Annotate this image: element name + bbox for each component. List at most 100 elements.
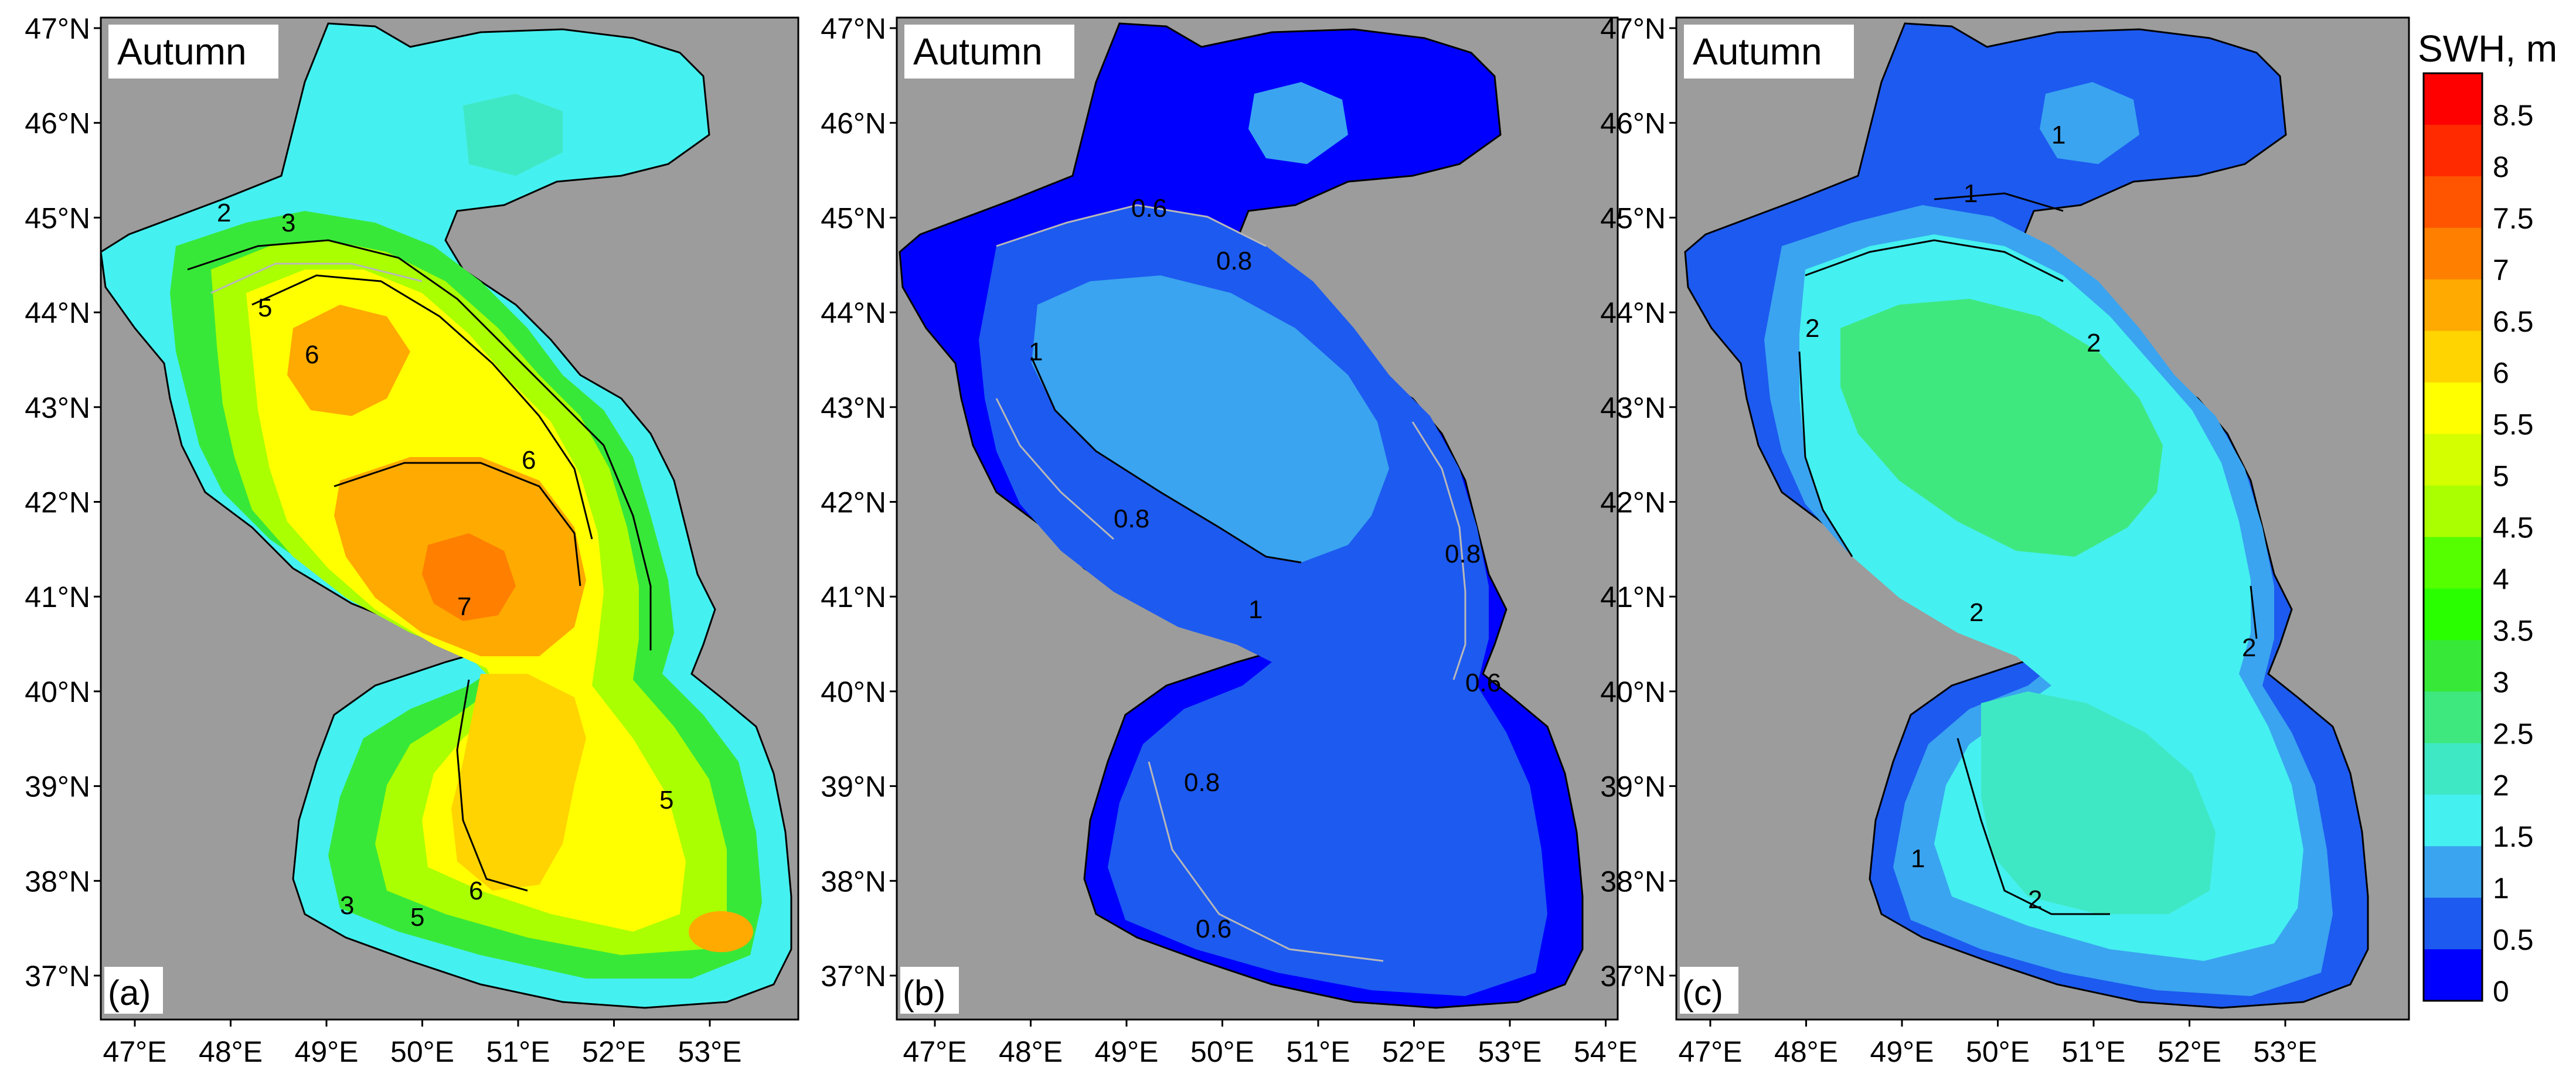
lat-tick-label: 38°N: [821, 865, 886, 898]
panel-c-map: Autumn (c) 1 1 2 2 2 2 2 1: [1675, 16, 2410, 1021]
panel-c-north-patch: [2040, 82, 2139, 164]
colorbar-cell: [2424, 176, 2482, 229]
lon-tick-label: 50°E: [1190, 1035, 1254, 1068]
colorbar-level-label: 8.5: [2493, 99, 2534, 132]
panel-a-south-patch: [689, 911, 753, 952]
lat-tick-label: 40°N: [821, 676, 886, 708]
panel-a-contour-label: 5: [410, 903, 424, 932]
panel-a-contour-label: 6: [305, 340, 319, 369]
panel-a-map: Autumn (a) 3 2 5 6 6 7 6 5 5 3: [100, 16, 799, 1021]
panel-c-band-25: [1840, 299, 2163, 557]
panel-c-contour-label: 1: [1911, 844, 1925, 873]
lat-tick-label: 44°N: [1600, 296, 1666, 329]
panel-b-contour-label: 1: [1248, 595, 1263, 624]
lon-tick-label: 47°E: [903, 1035, 967, 1068]
lon-tick-label: 48°E: [1774, 1035, 1838, 1068]
panel-b-panel-label: (b): [903, 973, 945, 1013]
panel-c-contour-label: 2: [2242, 633, 2256, 662]
colorbar-cell: [2424, 691, 2482, 744]
panel-c-lat-axis: 47°N 46°N 45°N 44°N 43°N 42°N 41°N 40°N 39°N 38°N…: [1600, 12, 1676, 993]
panel-b-contour-label: 0.6: [1196, 915, 1231, 943]
lon-tick-label: 54°E: [1574, 1035, 1638, 1068]
panel-b-band-1: [1032, 275, 1389, 563]
panel-a-contour-label: 5: [659, 786, 673, 814]
lat-tick-label: 47°N: [821, 12, 886, 45]
colorbar-cell: [2424, 537, 2482, 589]
lon-tick-label: 50°E: [390, 1035, 454, 1068]
lon-tick-label: 52°E: [1382, 1035, 1446, 1068]
panel-a-band-7: [422, 533, 516, 621]
lon-tick-label: 49°E: [1095, 1035, 1159, 1068]
panel-b-frame: [896, 16, 1619, 1021]
lat-tick-label: 46°N: [25, 107, 90, 140]
panel-b-north-patch: [1248, 82, 1348, 164]
panel-c-contour-2: [1798, 239, 2258, 915]
lat-tick-label: 45°N: [25, 202, 90, 234]
lat-tick-label: 42°N: [25, 486, 90, 519]
panel-b-lat-axis: 47°N 46°N 45°N 44°N 43°N 42°N 41°N 40°N 39°N 38°N…: [821, 12, 897, 993]
swh-colorbar: SWH, m 8.5 8 7.5 7 6.5 6 5.5 5 4.5 4 3.5 3 2.5 2 1.5 1 0…: [2418, 28, 2557, 1008]
lon-tick-label: 53°E: [678, 1035, 742, 1068]
panel-c-contour-label: 2: [1969, 598, 1983, 627]
lon-tick-label: 47°E: [103, 1035, 167, 1068]
colorbar-level-label: 8: [2493, 151, 2509, 183]
panel-b-contour-label: 0.8: [1445, 540, 1481, 568]
lat-tick-label: 38°N: [1600, 865, 1666, 898]
colorbar-level-label: 2.5: [2493, 717, 2534, 750]
panel-b-contour-label: 0.6: [1465, 669, 1501, 697]
lon-tick-label: 49°E: [295, 1035, 359, 1068]
colorbar-cell: [2424, 588, 2482, 641]
panel-a-lat-axis: 47°N 46°N 45°N 44°N 43°N 42°N 41°N 40°N 39°N 38°N…: [25, 12, 101, 993]
panel-a-band-6c: [451, 674, 586, 891]
panel-b-contour-label: 0.8: [1114, 504, 1149, 533]
panel-c-band-25b: [1981, 691, 2216, 914]
panel-c-panel-label: (c): [1682, 973, 1723, 1013]
panel-a-contour-grey: [210, 263, 423, 294]
colorbar-level-label: 6.5: [2493, 305, 2534, 338]
colorbar-cell: [2424, 382, 2482, 435]
lat-tick-label: 37°N: [1600, 960, 1666, 993]
panel-a-contour-label: 3: [281, 209, 295, 237]
lat-tick-label: 41°N: [821, 581, 886, 613]
colorbar-level-label: 6: [2493, 357, 2509, 390]
panel-c-season-box: [1684, 25, 1854, 79]
panel-a-frame: [100, 16, 799, 1021]
lat-tick-label: 39°N: [1600, 771, 1666, 803]
lon-tick-label: 51°E: [1287, 1035, 1350, 1068]
colorbar-cell: [2424, 330, 2482, 383]
lat-tick-label: 42°N: [821, 486, 886, 519]
colorbar-cell: [2424, 949, 2482, 1001]
lat-tick-label: 41°N: [25, 581, 90, 613]
colorbar-cell: [2424, 73, 2482, 125]
panel-a-contour-label: 3: [340, 891, 354, 920]
lon-tick-label: 53°E: [1478, 1035, 1542, 1068]
lat-tick-label: 44°N: [25, 296, 90, 329]
colorbar-level-label: 3.5: [2493, 614, 2534, 647]
lon-tick-label: 51°E: [486, 1035, 550, 1068]
panel-c-contour-label: 1: [1964, 179, 1978, 208]
panel-a-panel-label: (a): [108, 973, 151, 1013]
panel-b-contour-label: 0.8: [1216, 247, 1252, 275]
panel-c-lon-axis: 47°E 48°E 49°E 50°E 51°E 52°E 53°E: [1679, 1020, 2317, 1068]
lat-tick-label: 43°N: [821, 391, 886, 424]
colorbar-level-label: 7.5: [2493, 202, 2534, 235]
colorbar-level-label: 5.5: [2493, 408, 2534, 441]
colorbar-level-label: 4: [2493, 563, 2509, 595]
lat-tick-label: 43°N: [25, 391, 90, 424]
colorbar-cell: [2424, 434, 2482, 486]
panel-a-contour-label: 6: [469, 877, 483, 905]
panel-b-lon-axis: 47°E 48°E 49°E 50°E 51°E 52°E 53°E 54°E: [903, 1020, 1638, 1068]
lat-tick-label: 45°N: [821, 202, 886, 234]
lat-tick-label: 37°N: [821, 960, 886, 993]
lat-tick-label: 42°N: [1600, 486, 1666, 519]
panel-a-contour-label: 7: [457, 592, 471, 621]
panel-a-band-6: [287, 305, 410, 416]
panel-b-contour-06: [996, 204, 1384, 962]
panel-b-contour-label: 0.6: [1131, 194, 1167, 223]
panel-b-contour-label: 0.8: [1184, 768, 1220, 797]
colorbar-level-label: 1.5: [2493, 820, 2534, 853]
panel-c-contour-label: 1: [2051, 121, 2065, 149]
lon-tick-label: 50°E: [1966, 1035, 2030, 1068]
panel-b-season-box: [904, 25, 1074, 79]
panel-a-contour-6: [334, 462, 581, 587]
